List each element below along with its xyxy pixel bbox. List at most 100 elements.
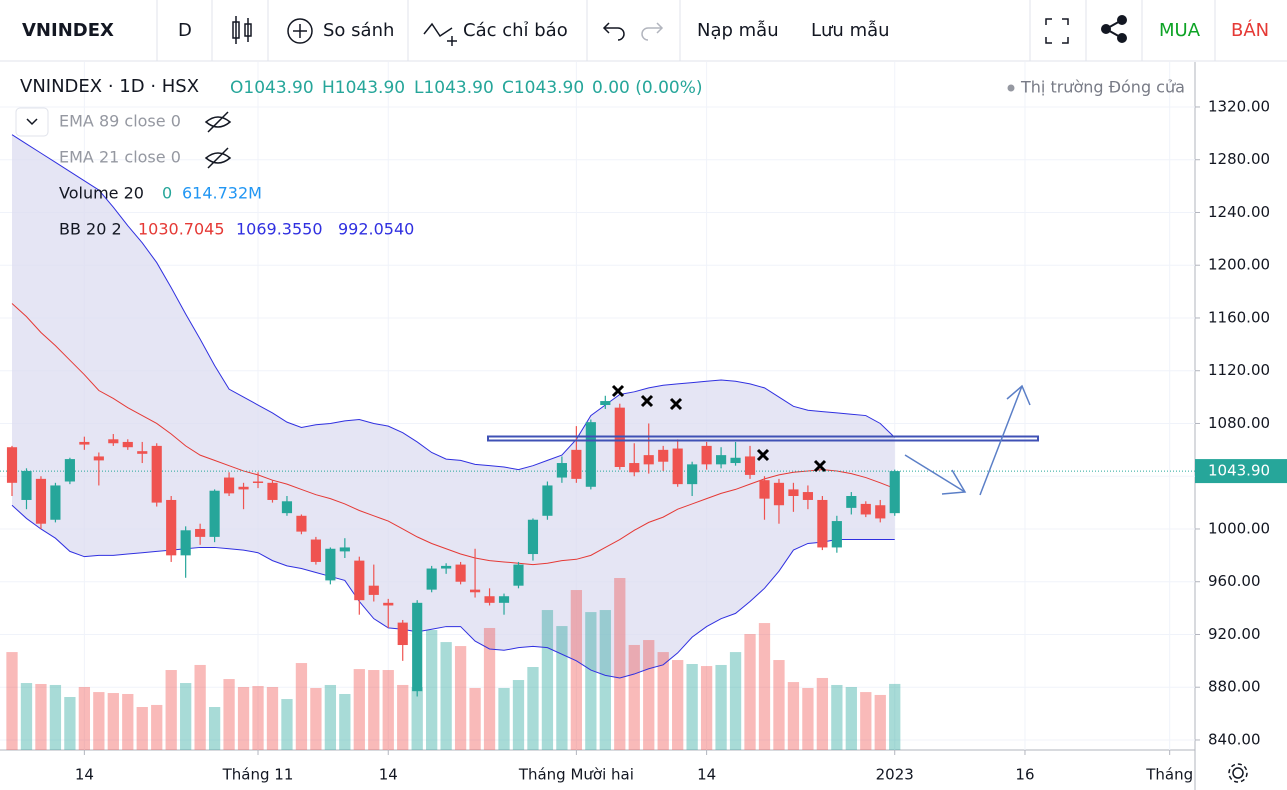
volume-bar (512, 680, 525, 750)
volume-bar (223, 679, 235, 750)
x-tick-label: Tháng Mười hai (518, 766, 634, 784)
y-tick-label: 1120.00 (1208, 361, 1270, 379)
volume-bar (657, 652, 669, 750)
y-tick-label: 1240.00 (1208, 203, 1270, 221)
save-template[interactable]: Lưu mẫu (811, 20, 890, 41)
share-icon[interactable] (1101, 15, 1127, 43)
y-tick-label: 1200.00 (1208, 256, 1270, 274)
candle-body (643, 455, 654, 465)
bb-line (11, 303, 895, 566)
candle-body (252, 481, 264, 483)
candle-body (875, 505, 886, 519)
x-tick-label: Tháng (1145, 766, 1193, 784)
volume-bar (860, 692, 872, 750)
cross-marks (611, 384, 827, 473)
sell-button[interactable]: BÁN (1231, 19, 1269, 41)
candle-body (426, 568, 437, 590)
candle-body (21, 470, 32, 500)
volume-bar (93, 692, 105, 750)
bb-value: 1069.3550 (236, 220, 323, 239)
compare-icon[interactable] (287, 18, 313, 44)
volume-bar (411, 687, 423, 750)
candle-body (556, 463, 567, 478)
candle-body (571, 449, 582, 479)
x-tick-label: 14 (697, 766, 716, 784)
volume-bar (773, 660, 785, 750)
ohlc-value: O1043.90 (230, 78, 314, 98)
ohlc-value: H1043.90 (322, 78, 405, 98)
volume-bar (281, 699, 293, 750)
candle-body (527, 519, 539, 555)
volume-legend: Volume 20 (59, 184, 144, 203)
interval[interactable]: D (178, 20, 192, 41)
volume-bar (889, 683, 901, 750)
volume-bar (614, 578, 626, 750)
candle-body (889, 471, 900, 514)
x-tick-label: 2023 (876, 766, 914, 784)
candle-body (773, 482, 785, 506)
redo-icon[interactable] (641, 22, 664, 41)
candle-body (846, 496, 857, 508)
chart-style-icon[interactable] (232, 16, 252, 44)
legend-toggle-icon (26, 118, 38, 126)
candle-body (817, 499, 828, 548)
x-tick-label: 14 (379, 766, 398, 784)
volume-bar (454, 646, 467, 750)
hidden-icons[interactable] (204, 111, 232, 169)
indicators-button[interactable]: Các chỉ báo (463, 20, 568, 41)
volume-bar (700, 666, 713, 750)
symbol[interactable]: VNINDEX (22, 20, 114, 41)
settings-icon[interactable] (1228, 763, 1248, 783)
candle-body (35, 478, 47, 524)
volume-bar (237, 687, 250, 750)
x-tick-label: Tháng 11 (222, 766, 294, 784)
candle-body (730, 457, 741, 464)
candle-body (339, 547, 350, 552)
y-tick-label: 840.00 (1208, 730, 1261, 748)
volume-bar (585, 612, 597, 750)
volume-bar (20, 683, 33, 750)
volume-bar (49, 684, 62, 750)
y-tick-label: 1320.00 (1208, 97, 1270, 115)
buy-button[interactable]: MUA (1159, 20, 1201, 41)
ohlc-value: 0.00 (0.00%) (592, 78, 703, 98)
legend-toggle[interactable] (15, 107, 49, 137)
load-template[interactable]: Nạp mẫu (697, 20, 779, 41)
candle-body (310, 539, 321, 562)
fullscreen-icon[interactable] (1045, 18, 1069, 44)
candle-body (831, 521, 842, 548)
volume-bar (527, 667, 539, 750)
indicator-label: EMA 21 close 0 (59, 148, 181, 167)
bb-legend: BB 20 2 (59, 220, 122, 239)
volume-bar (570, 590, 583, 750)
candle-body (441, 565, 452, 569)
volume-bar (6, 652, 18, 750)
volume-bar (295, 663, 308, 750)
volume-bar (845, 687, 857, 750)
candle-body (469, 589, 481, 593)
ohlc-header: O1043.90 H1043.90 L1043.90 C1043.90 0.00 (0.… (230, 78, 703, 98)
y-tick-label: 880.00 (1208, 678, 1261, 696)
volume-bar (353, 669, 365, 750)
undo-icon[interactable] (602, 22, 625, 41)
compare-button[interactable]: So sánh (323, 20, 394, 41)
volume-bar (78, 687, 91, 750)
candle-body (484, 596, 495, 603)
volume-bar (440, 642, 452, 750)
volume-bar (715, 664, 727, 750)
indicator-label: EMA 89 close 0 (59, 112, 181, 131)
volume-bar (729, 652, 742, 750)
volume-bar (802, 687, 814, 750)
candle-body (383, 602, 394, 606)
volume-bar (368, 670, 380, 750)
candle-body (397, 622, 408, 646)
candle-body (296, 515, 307, 532)
bb-line (11, 504, 895, 679)
indicators-icon[interactable] (423, 22, 457, 46)
candle-body (267, 482, 278, 500)
volume-bar (599, 610, 611, 750)
volume-bar (208, 707, 221, 750)
volume-bar (483, 627, 496, 750)
